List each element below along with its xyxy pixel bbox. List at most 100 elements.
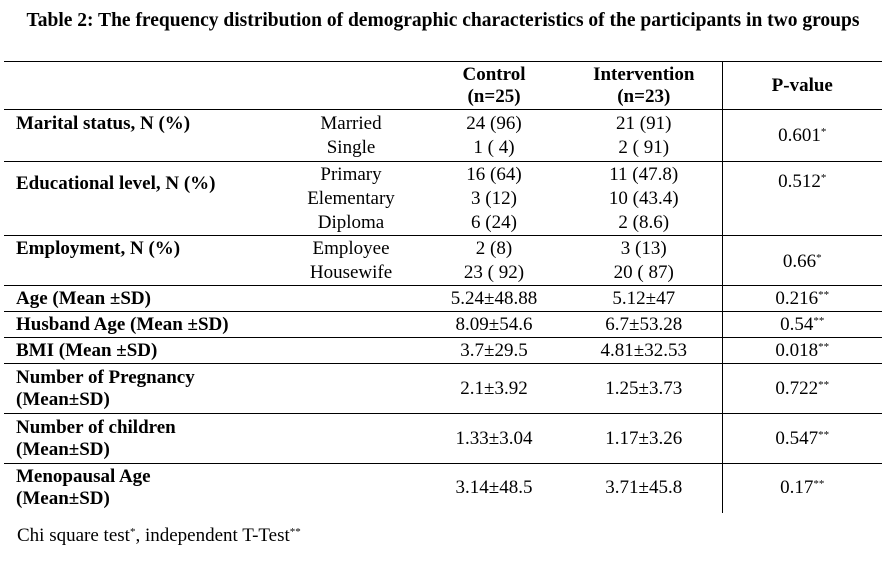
- education-control-2: 6 (24): [471, 211, 517, 233]
- husband-age-control: 8.09±54.6: [422, 311, 566, 338]
- education-pvalue: 0.512*: [721, 161, 882, 236]
- row-label-menopausal-age-1: Menopausal Age: [16, 466, 151, 488]
- header-row: Control (n=25) Intervention (n=23) P-val…: [4, 61, 882, 110]
- employment-control-1: 23 ( 92): [463, 261, 525, 283]
- row-label-husband-age: Husband Age (Mean ±SD): [4, 311, 280, 338]
- education-control-0: 16 (64): [466, 163, 522, 185]
- age-pvalue: 0.216**: [721, 285, 882, 312]
- marital-pvalue-mark: *: [820, 125, 827, 138]
- header-intervention-n: (n=23): [617, 85, 671, 107]
- employment-intervention-0: 3 (13): [620, 237, 667, 259]
- footnote-part2: , independent T-Test: [135, 525, 290, 546]
- marital-control-0: 24 (96): [466, 112, 522, 134]
- marital-categories: Married Single: [280, 109, 422, 162]
- demographics-table: Control (n=25) Intervention (n=23) P-val…: [4, 61, 882, 513]
- pregnancy-pvalue-mark: **: [818, 378, 830, 391]
- header-control-label: Control: [462, 63, 526, 85]
- bmi-pvalue: 0.018**: [721, 337, 882, 364]
- table-row-pregnancy: Number of Pregnancy (Mean±SD) 2.1±3.92 1…: [4, 363, 882, 414]
- education-intervention: 11 (47.8) 10 (43.4) 2 (8.6): [566, 161, 722, 236]
- husband-age-pvalue-mark: **: [813, 314, 825, 327]
- husband-age-empty: [280, 311, 422, 338]
- employment-intervention: 3 (13) 20 ( 87): [566, 235, 722, 286]
- children-intervention: 1.17±3.26: [566, 413, 722, 464]
- education-control: 16 (64) 3 (12) 6 (24): [422, 161, 566, 236]
- employment-sub-1: Housewife: [309, 261, 393, 283]
- age-control: 5.24±48.88: [422, 285, 566, 312]
- employment-pvalue: 0.66*: [721, 235, 882, 286]
- header-control-n: (n=25): [467, 85, 521, 107]
- marital-sub-0: Married: [320, 112, 382, 134]
- menopausal-age-pvalue-mark: **: [813, 478, 825, 491]
- row-label-education: Educational level, N (%): [4, 161, 280, 236]
- header-pvalue: P-value: [721, 61, 882, 110]
- footnote-mark1: *: [129, 526, 136, 538]
- pregnancy-control: 2.1±3.92: [422, 363, 566, 414]
- row-label-pregnancy-2: (Mean±SD): [16, 388, 110, 410]
- employment-control-0: 2 (8): [475, 237, 513, 259]
- row-label-marital: Marital status, N (%): [4, 109, 280, 162]
- marital-sub-1: Single: [326, 136, 376, 158]
- row-label-employment: Employment, N (%): [4, 235, 280, 286]
- marital-pvalue-text: 0.601: [778, 124, 821, 146]
- table-row-marital: Marital status, N (%) Married Single 24 …: [4, 109, 882, 162]
- bmi-pvalue-mark: **: [818, 340, 830, 353]
- marital-control: 24 (96) 1 ( 4): [422, 109, 566, 162]
- table-row-education: Educational level, N (%) Primary Element…: [4, 161, 882, 236]
- table-footnote: Chi square test*, independent T-Test**: [17, 524, 301, 548]
- row-label-pregnancy: Number of Pregnancy (Mean±SD): [4, 363, 280, 414]
- husband-age-intervention: 6.7±53.28: [566, 311, 722, 338]
- age-intervention: 5.12±47: [566, 285, 722, 312]
- header-intervention-label: Intervention: [593, 63, 695, 85]
- menopausal-age-empty: [280, 463, 422, 513]
- row-label-menopausal-age: Menopausal Age (Mean±SD): [4, 463, 280, 513]
- age-pvalue-text: 0.216: [775, 287, 819, 309]
- husband-age-pvalue-text: 0.54: [780, 313, 814, 335]
- table-title: Table 2: The frequency distribution of d…: [26, 10, 860, 31]
- education-intervention-1: 10 (43.4): [608, 187, 679, 209]
- header-empty-2: [280, 61, 422, 110]
- education-sub-2: Diploma: [317, 211, 385, 233]
- children-control: 1.33±3.04: [422, 413, 566, 464]
- pregnancy-intervention: 1.25±3.73: [566, 363, 722, 414]
- table-row-age: Age (Mean ±SD) 5.24±48.88 5.12±47 0.216*…: [4, 285, 882, 312]
- children-pvalue-text: 0.547: [775, 427, 819, 449]
- menopausal-age-control: 3.14±48.5: [422, 463, 566, 513]
- employment-control: 2 (8) 23 ( 92): [422, 235, 566, 286]
- header-control: Control (n=25): [422, 61, 566, 110]
- row-label-children: Number of children (Mean±SD): [4, 413, 280, 464]
- marital-intervention-1: 2 ( 91): [618, 136, 670, 158]
- education-pvalue-mark: *: [820, 172, 827, 184]
- pregnancy-empty: [280, 363, 422, 414]
- education-sub-0: Primary: [320, 163, 382, 185]
- children-empty: [280, 413, 422, 464]
- table-row-husband-age: Husband Age (Mean ±SD) 8.09±54.6 6.7±53.…: [4, 311, 882, 338]
- bmi-control: 3.7±29.5: [422, 337, 566, 364]
- row-label-age: Age (Mean ±SD): [4, 285, 280, 312]
- education-sub-1: Elementary: [307, 187, 395, 209]
- row-label-children-2: (Mean±SD): [16, 438, 110, 460]
- employment-sub-0: Employee: [312, 237, 390, 259]
- table-row-menopausal-age: Menopausal Age (Mean±SD) 3.14±48.5 3.71±…: [4, 463, 882, 513]
- table-row-bmi: BMI (Mean ±SD) 3.7±29.5 4.81±32.53 0.018…: [4, 337, 882, 364]
- employment-intervention-1: 20 ( 87): [613, 261, 674, 283]
- age-empty: [280, 285, 422, 312]
- education-intervention-0: 11 (47.8): [609, 163, 679, 185]
- bmi-pvalue-text: 0.018: [775, 339, 819, 361]
- footnote-part1: Chi square test: [17, 525, 130, 546]
- footnote-mark2: **: [289, 526, 301, 538]
- marital-intervention: 21 (91) 2 ( 91): [566, 109, 722, 162]
- education-categories: Primary Elementary Diploma: [280, 161, 422, 236]
- row-label-pregnancy-1: Number of Pregnancy: [16, 366, 195, 388]
- menopausal-age-pvalue: 0.17**: [721, 463, 882, 513]
- employment-pvalue-text: 0.66: [782, 251, 817, 272]
- age-pvalue-mark: **: [818, 288, 830, 301]
- employment-pvalue-mark: *: [816, 252, 822, 264]
- marital-pvalue: 0.601*: [721, 109, 882, 162]
- header-empty-1: [4, 61, 280, 110]
- menopausal-age-pvalue-text: 0.17: [780, 477, 814, 499]
- pregnancy-pvalue-text: 0.722: [775, 377, 819, 399]
- children-pvalue-mark: **: [818, 428, 830, 441]
- bmi-empty: [280, 337, 422, 364]
- education-intervention-2: 2 (8.6): [618, 211, 670, 233]
